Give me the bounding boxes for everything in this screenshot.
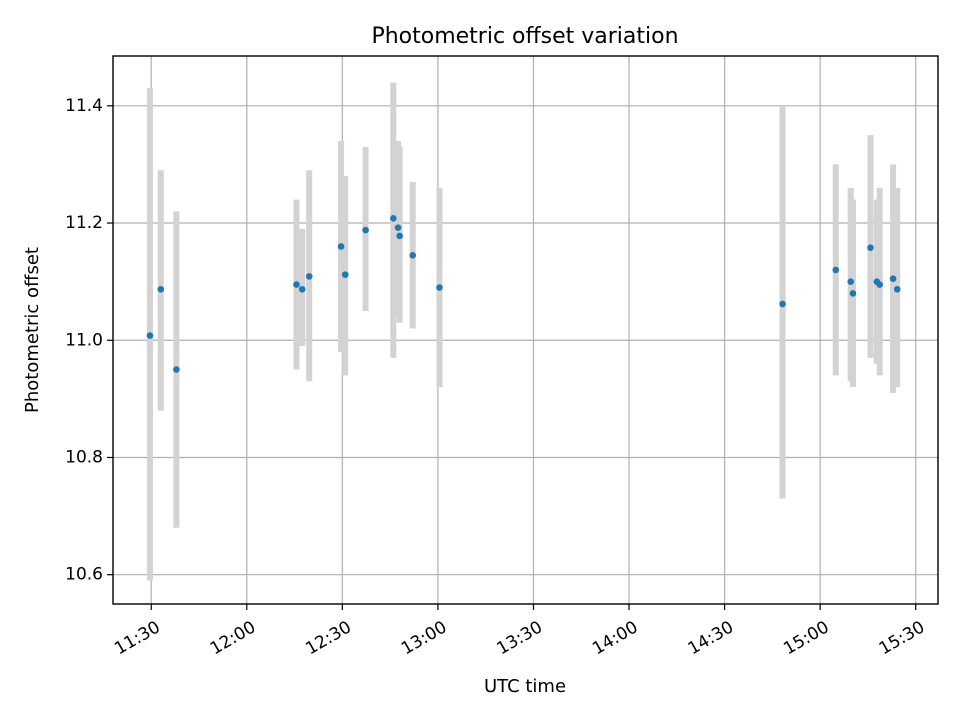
grid <box>113 56 938 604</box>
data-point <box>298 285 306 293</box>
x-tick-label: 13:30 <box>494 617 546 659</box>
y-tick-label: 11.4 <box>65 96 103 116</box>
x-tick-label: 14:00 <box>589 617 641 659</box>
data-point <box>832 266 840 274</box>
chart-title: Photometric offset variation <box>371 24 678 49</box>
data-point <box>146 332 154 339</box>
data-point <box>889 275 897 283</box>
data-point <box>867 244 874 251</box>
data-point <box>409 251 417 259</box>
data-point <box>337 243 345 250</box>
data-point <box>876 281 884 288</box>
x-axis-label: UTC time <box>484 676 566 697</box>
data-point <box>893 285 901 293</box>
data-point <box>362 226 369 234</box>
data-point <box>173 366 180 373</box>
y-tick-label: 11.2 <box>65 213 103 233</box>
error-bars <box>146 82 901 581</box>
y-tick-label: 10.6 <box>65 565 103 585</box>
data-point <box>341 271 349 278</box>
data-point <box>390 215 397 222</box>
data-point <box>436 284 443 291</box>
x-tick-label: 15:00 <box>780 617 832 659</box>
data-point <box>157 285 165 293</box>
x-tick-label: 11:30 <box>111 617 163 659</box>
x-tick-label: 13:00 <box>398 617 450 659</box>
data-point <box>779 300 786 308</box>
y-tick-label: 11.0 <box>65 330 103 350</box>
x-tick-label: 12:30 <box>302 617 354 659</box>
plot-frame <box>112 55 939 605</box>
data-point <box>293 281 300 288</box>
x-tick-label: 15:30 <box>876 617 928 659</box>
x-tick-label: 14:30 <box>685 617 737 659</box>
data-point <box>394 224 402 232</box>
data-point <box>849 290 857 297</box>
y-tick-label: 10.8 <box>65 447 103 467</box>
x-tick-label: 12:00 <box>207 617 259 659</box>
y-axis-label: Photometric offset <box>22 247 43 413</box>
data-points <box>146 215 901 373</box>
data-point <box>305 273 313 280</box>
data-point <box>396 232 403 240</box>
data-point <box>847 278 855 285</box>
